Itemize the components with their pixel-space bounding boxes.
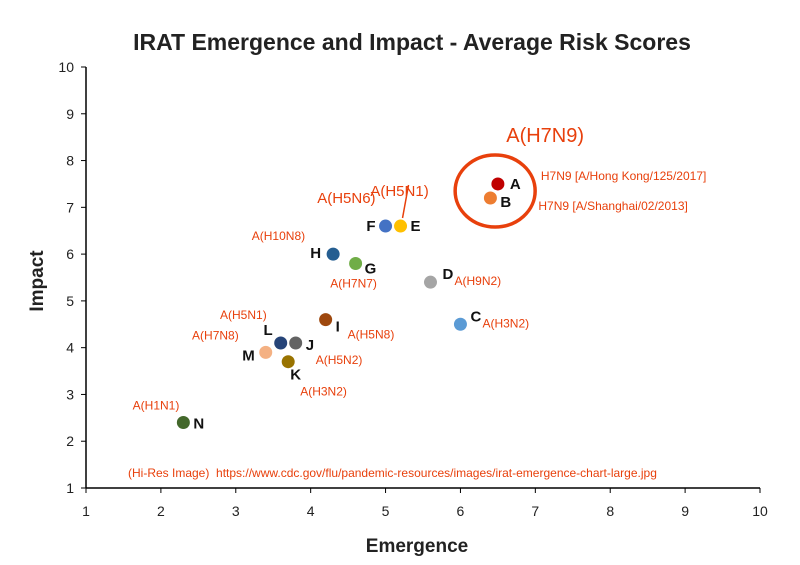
y-axis-ticks: 1 2 3 4 5 6 7 8 9 10 [58, 59, 86, 496]
virus-label-b: H7N9 [A/Shanghai/02/2013] [538, 199, 687, 213]
virus-label-h: A(H10N8) [252, 229, 305, 243]
x-tick-label: 5 [382, 503, 390, 519]
point-i [319, 313, 333, 327]
point-letter-a: A [510, 176, 521, 193]
point-a [491, 177, 505, 191]
leader-lines [401, 184, 410, 219]
point-b [483, 191, 497, 205]
point-c [453, 317, 467, 331]
virus-label-m: A(H7N8) [192, 328, 239, 342]
virus-label-e: A(H5N1) [370, 183, 428, 200]
x-tick-label: 7 [531, 503, 539, 519]
chart-title: IRAT Emergence and Impact - Average Risk… [133, 29, 691, 55]
x-tick-label: 3 [232, 503, 240, 519]
virus-label-l: A(H5N1) [220, 308, 267, 322]
y-tick-label: 9 [66, 106, 74, 122]
point-k [281, 355, 295, 369]
h7n9-label: A(H7N9) [506, 125, 584, 147]
x-axis-ticks: 1 2 3 4 5 6 7 8 9 10 [82, 488, 768, 519]
h7n9-highlight: A(H7N9) [453, 125, 584, 229]
point-f [379, 219, 393, 233]
point-letter-f: F [366, 218, 375, 235]
y-axis-title: Impact [27, 250, 48, 312]
y-tick-label: 2 [66, 433, 74, 449]
y-tick-label: 6 [66, 246, 74, 262]
point-h [326, 247, 340, 261]
point-letter-i: I [336, 319, 340, 336]
point-l [274, 336, 288, 350]
point-letter-m: M [242, 347, 255, 364]
x-tick-label: 9 [681, 503, 689, 519]
point-letter-j: J [306, 337, 314, 354]
x-tick-label: 2 [157, 503, 165, 519]
x-tick-label: 8 [606, 503, 614, 519]
point-j [289, 336, 303, 350]
point-letter-h: H [310, 245, 321, 262]
virus-label-f: A(H5N6) [317, 190, 375, 207]
point-n [176, 416, 190, 430]
point-letter-g: G [365, 260, 377, 277]
x-tick-label: 10 [752, 503, 768, 519]
e-leader-line [401, 184, 410, 219]
y-tick-label: 1 [66, 480, 74, 496]
point-letter-b: B [500, 194, 511, 211]
virus-labels: H7N9 [A/Hong Kong/125/2017] H7N9 [A/Shang… [133, 169, 707, 413]
point-m [259, 345, 273, 359]
y-tick-label: 3 [66, 386, 74, 402]
virus-label-d: A(H9N2) [454, 274, 501, 288]
virus-label-a: H7N9 [A/Hong Kong/125/2017] [541, 169, 706, 183]
y-tick-label: 8 [66, 153, 74, 169]
source-note: (Hi-Res Image) https://www.cdc.gov/flu/p… [128, 466, 657, 480]
point-g [349, 256, 363, 270]
point-letter-e: E [411, 218, 421, 235]
virus-label-j: A(H5N2) [316, 353, 363, 367]
y-tick-label: 10 [58, 59, 74, 75]
x-tick-label: 6 [457, 503, 465, 519]
point-letter-l: L [264, 322, 273, 339]
x-tick-label: 1 [82, 503, 90, 519]
data-points [176, 177, 505, 430]
point-letter-d: D [442, 266, 453, 283]
y-tick-label: 7 [66, 199, 74, 215]
h7n9-circle [453, 153, 537, 229]
y-tick-label: 4 [66, 340, 74, 356]
virus-label-k: A(H3N2) [300, 385, 347, 399]
point-letter-n: N [193, 416, 204, 433]
virus-label-i: A(H5N8) [348, 328, 395, 342]
point-letter-labels: AB C D E F G H I JK LM N [193, 176, 521, 433]
point-letter-k: K [290, 367, 301, 384]
x-tick-label: 4 [307, 503, 315, 519]
virus-label-g: A(H7N7) [330, 276, 377, 290]
y-tick-label: 5 [66, 293, 74, 309]
virus-label-c: A(H3N2) [482, 316, 529, 330]
x-axis-title: Emergence [366, 536, 468, 557]
virus-label-n: A(H1N1) [133, 399, 180, 413]
point-e [394, 219, 408, 233]
point-d [423, 275, 437, 289]
point-letter-c: C [470, 308, 481, 325]
